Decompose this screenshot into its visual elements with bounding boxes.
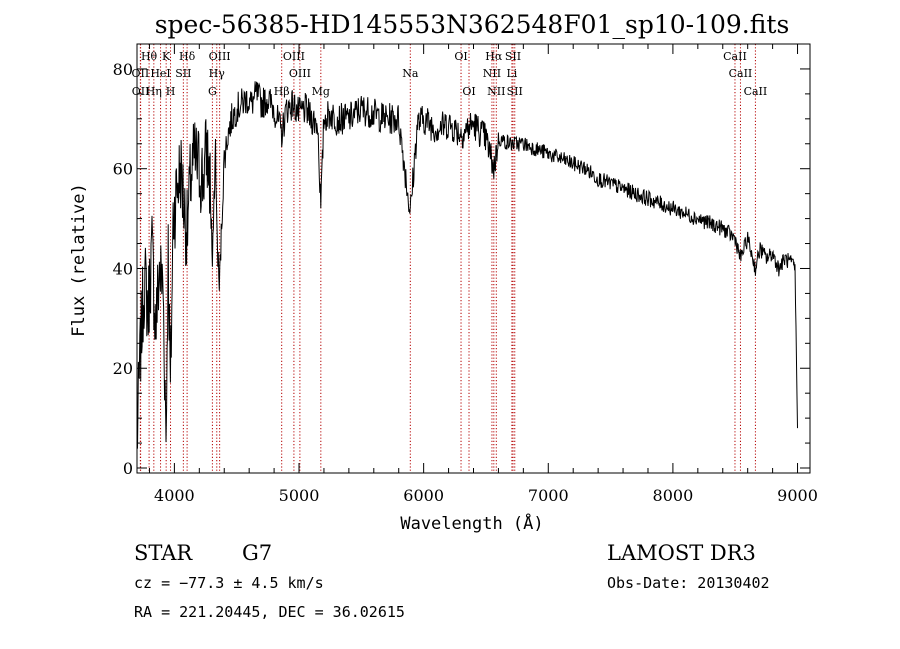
x-tick-label: 6000 xyxy=(403,486,444,505)
spectral-line-label: SII xyxy=(507,85,523,98)
spectral-line-label: OIII xyxy=(283,50,305,63)
spectral-line-label: OIII xyxy=(209,50,231,63)
x-tick-label: 7000 xyxy=(528,486,569,505)
spectral-line-label: NII xyxy=(487,85,505,98)
spectral-line-label: Na xyxy=(402,67,419,80)
coordinates-readout: RA = 221.20445, DEC = 36.02615 xyxy=(134,603,405,621)
spectral-line-markers xyxy=(139,44,756,473)
x-axis-ticks: 4000 5000 6000 7000 8000 9000 xyxy=(148,44,818,505)
spectral-line-label: Hγ xyxy=(209,67,226,80)
spectral-line-label: CaII xyxy=(729,67,753,80)
spectral-line-label: Hα xyxy=(485,50,503,63)
spectral-line-label: OI xyxy=(462,85,475,98)
x-tick-label: 5000 xyxy=(279,486,320,505)
y-tick-label: 80 xyxy=(113,60,133,79)
object-subclass: G7 xyxy=(242,541,272,565)
y-tick-label: 40 xyxy=(113,259,133,278)
spectral-line-label: K xyxy=(162,50,171,63)
spectral-line-label: Mg xyxy=(312,85,330,98)
spectral-line-label: Hβ xyxy=(274,85,290,98)
x-axis-label: Wavelength (Å) xyxy=(400,512,543,534)
y-axis-label: Flux (relative) xyxy=(69,183,89,337)
spectral-line-label: CaII xyxy=(723,50,747,63)
redshift-readout: cz = −77.3 ± 4.5 km/s xyxy=(134,574,324,592)
spectral-line-label: Hδ xyxy=(179,50,196,63)
x-tick-label: 8000 xyxy=(653,486,694,505)
y-tick-label: 20 xyxy=(113,359,133,378)
x-tick-label: 4000 xyxy=(154,486,195,505)
spectral-line-label: G xyxy=(208,85,217,98)
spectral-line-label: OI xyxy=(454,50,467,63)
spectral-line-label: NII xyxy=(483,67,501,80)
flux-series-line xyxy=(136,81,798,449)
spectral-line-label: Hθ xyxy=(141,50,158,63)
spectral-line-label: Li xyxy=(506,67,517,80)
spectral-line-label: HeI xyxy=(150,67,170,80)
spectral-line-label: Hη xyxy=(146,85,162,98)
chart-title: spec-56385-HD145553N362548F01_sp10-109.f… xyxy=(155,10,790,39)
spectral-line-label: OIII xyxy=(289,67,311,80)
spectral-line-label: SII xyxy=(505,50,521,63)
observation-date: Obs-Date: 20130402 xyxy=(607,574,770,592)
spectral-line-label: OII xyxy=(132,67,150,80)
y-tick-label: 0 xyxy=(123,459,133,478)
x-tick-label: 9000 xyxy=(777,486,818,505)
spectral-line-label: H xyxy=(166,85,176,98)
y-tick-label: 60 xyxy=(113,160,133,179)
spectral-line-label: SII xyxy=(175,67,191,80)
spectral-line-label: OII xyxy=(132,85,150,98)
spectral-line-label: CaII xyxy=(744,85,768,98)
object-class: STAR xyxy=(134,541,193,565)
y-axis-ticks: 0 20 40 60 80 xyxy=(113,60,810,478)
survey-name: LAMOST DR3 xyxy=(607,541,756,565)
